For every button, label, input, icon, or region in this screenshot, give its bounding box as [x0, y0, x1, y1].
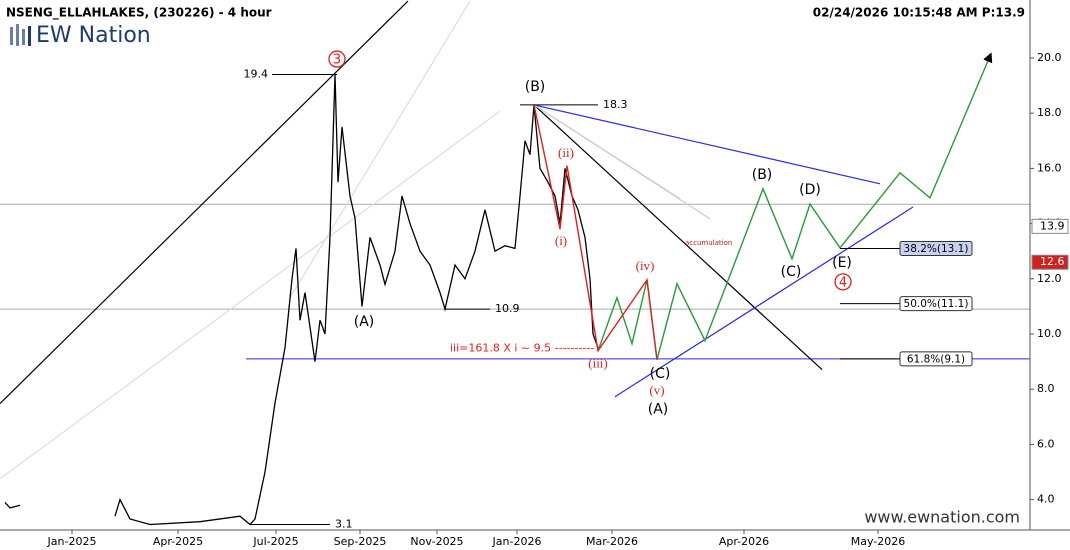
- x-tick-label: Nov-2025: [410, 535, 463, 548]
- watermark: www.ewnation.com: [864, 508, 1020, 527]
- wave-projection: [533, 104, 658, 360]
- label-circle: [328, 50, 346, 68]
- y-tick-label: 10.0: [1037, 327, 1062, 340]
- trend-line: [533, 104, 823, 371]
- timestamp: 02/24/2026 10:15:48 AM P:13.9: [813, 6, 1025, 20]
- x-tick-label: May-2026: [851, 535, 906, 548]
- level-label: 19.4: [244, 68, 269, 81]
- y-tick-label: 20.0: [1037, 51, 1062, 64]
- annotation: accumulation: [685, 239, 732, 247]
- x-tick-label: Apr-2025: [153, 535, 203, 548]
- chart-title: NSENG_ELLAHLAKES, (230226) - 4 hour: [6, 6, 272, 21]
- level-label: 18.3: [603, 98, 628, 111]
- wave-label: (B): [752, 167, 773, 183]
- level-label: 10.9: [495, 302, 520, 315]
- trend-line: [533, 104, 881, 185]
- logo-icon: [10, 24, 31, 46]
- x-tick-label: Jan-2026: [492, 535, 542, 548]
- wave-label: (A): [648, 402, 669, 418]
- wave-label: (E): [832, 255, 852, 271]
- fib-box: [899, 351, 973, 367]
- fib-box: [899, 240, 973, 256]
- x-tick-label: Jul-2025: [252, 535, 298, 548]
- price-line: [4, 74, 599, 526]
- y-tick-label: 6.0: [1037, 437, 1055, 450]
- wave-label: (v): [649, 383, 664, 398]
- fib-label: 61.8%(9.1): [907, 353, 965, 365]
- x-tick-label: Sep-2025: [334, 535, 387, 548]
- x-tick-label: Apr-2026: [719, 535, 769, 548]
- fib-box: [899, 296, 973, 312]
- circled-wave-label: 3: [333, 53, 341, 68]
- trend-line: [0, 0, 409, 405]
- annotation: iii=161.8 X i ~ 9.5 ----------: [450, 342, 594, 355]
- wave-label: (ii): [558, 145, 574, 160]
- trend-line: [289, 0, 471, 299]
- wave-projection: [597, 52, 993, 360]
- wave-label: (i): [555, 233, 567, 248]
- price-badge: [1031, 218, 1069, 234]
- wave-label: (iii): [588, 356, 608, 371]
- y-tick-label: 8.0: [1037, 382, 1055, 395]
- y-tick-label: 16.0: [1037, 161, 1062, 174]
- trend-line: [0, 110, 501, 480]
- logo: EW Nation: [36, 23, 151, 48]
- wave-label: (A): [354, 314, 375, 330]
- fib-label: 50.0%(11.1): [904, 298, 969, 310]
- label-circle: [834, 273, 852, 291]
- circled-wave-label: 4: [839, 275, 847, 290]
- price-badge-label: 13.9: [1040, 219, 1065, 232]
- y-tick-label: 18.0: [1037, 106, 1062, 119]
- wave-label: (D): [799, 182, 821, 198]
- wave-label: (C): [650, 366, 671, 382]
- y-tick-label: 4.0: [1037, 493, 1055, 506]
- level-label: 3.1: [335, 517, 353, 530]
- x-tick-label: Mar-2026: [586, 535, 638, 548]
- wave-label: (B): [525, 79, 546, 95]
- plot-area: [0, 0, 1030, 526]
- price-badge-label: 12.6: [1040, 255, 1065, 268]
- wave-label: (iv): [636, 258, 655, 273]
- trend-line: [614, 206, 914, 398]
- price-badge: [1031, 254, 1069, 270]
- y-tick-label: 12.0: [1037, 272, 1062, 285]
- wave-label: (C): [781, 264, 802, 280]
- trend-line: [533, 104, 681, 200]
- fib-label: 38.2%(13.1): [904, 243, 969, 255]
- x-tick-label: Jan-2025: [47, 535, 97, 548]
